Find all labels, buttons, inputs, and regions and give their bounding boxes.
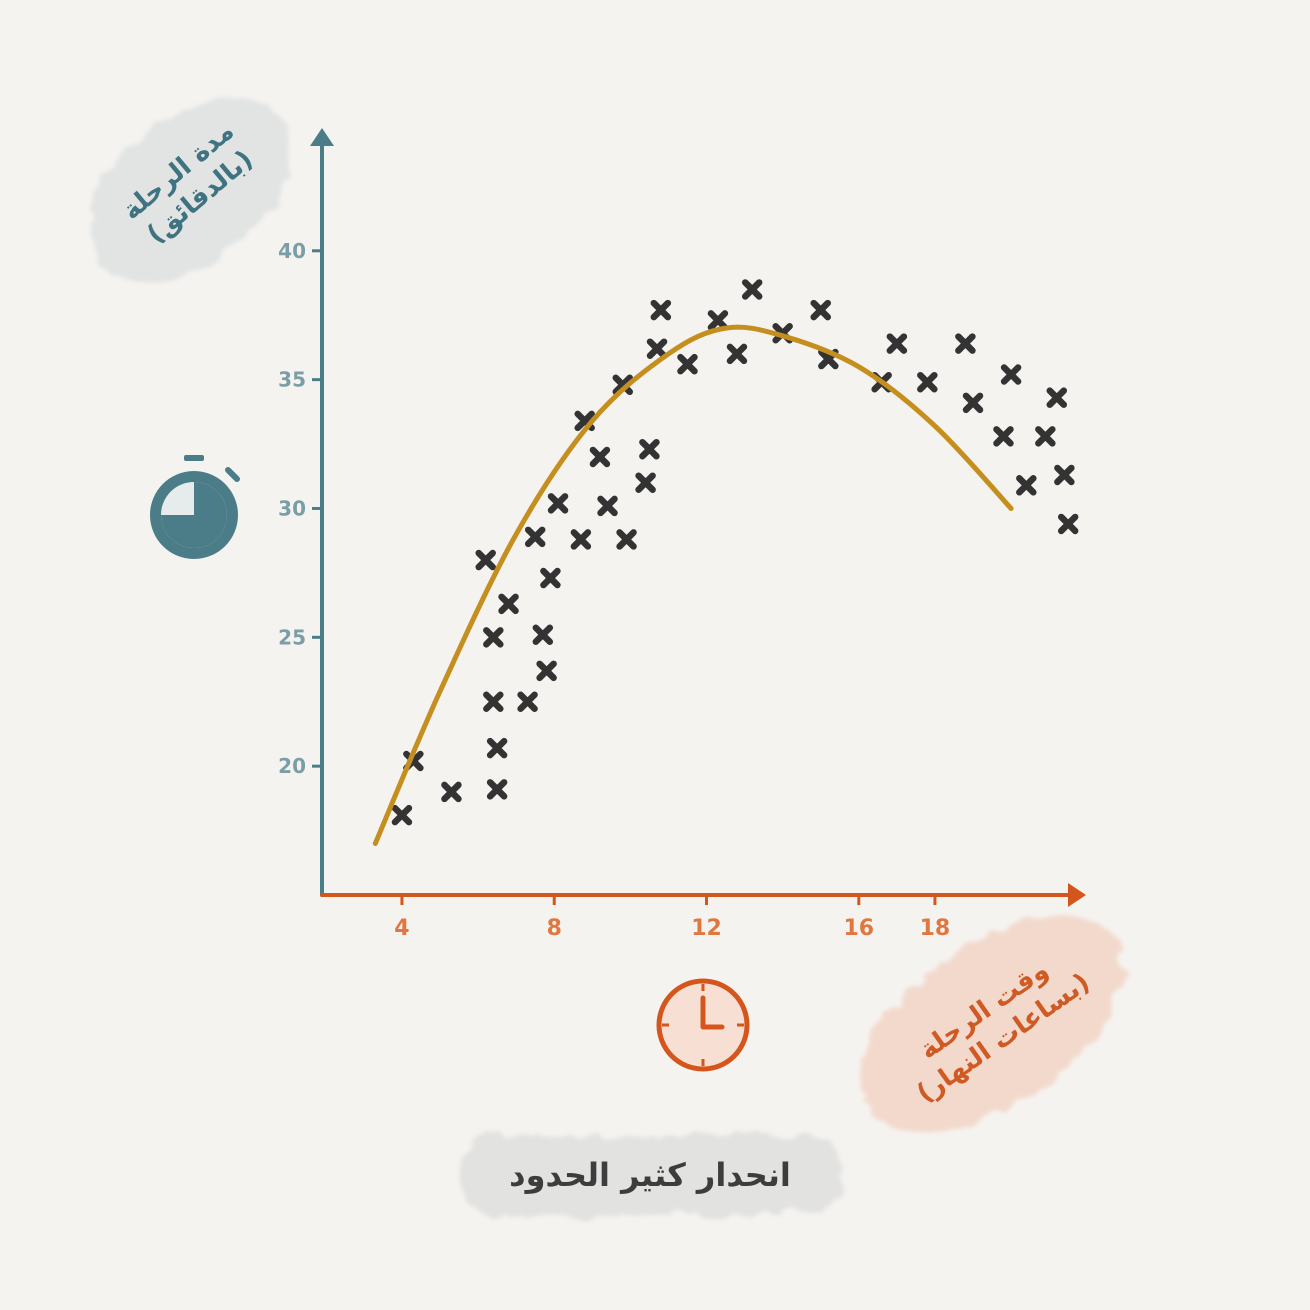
x-tick-label: 18 <box>920 916 951 941</box>
y-label-wash <box>90 97 290 283</box>
fit-curve <box>372 324 1014 846</box>
data-point <box>490 741 504 755</box>
data-point <box>620 532 634 546</box>
stopwatch-icon <box>150 455 240 559</box>
data-point <box>745 282 759 296</box>
x-tick-label: 8 <box>547 916 562 941</box>
data-point <box>1057 468 1071 482</box>
data-point <box>1061 517 1075 531</box>
data-point <box>1019 478 1033 492</box>
x-ticks: 4 8 12 16 18 <box>394 895 950 941</box>
data-point <box>490 782 504 796</box>
data-point <box>574 532 588 546</box>
data-point <box>958 337 972 351</box>
data-point <box>502 597 516 611</box>
data-point <box>654 303 668 317</box>
data-point <box>540 664 554 678</box>
data-point <box>1004 367 1018 381</box>
data-point <box>1038 429 1052 443</box>
data-point <box>711 313 725 327</box>
data-point <box>479 553 493 567</box>
y-tick-label: 25 <box>278 625 306 649</box>
data-point <box>1050 391 1064 405</box>
data-point <box>593 450 607 464</box>
y-axis-arrow <box>310 128 334 146</box>
chart-title: انحدار كثير الحدود <box>509 1156 791 1194</box>
x-tick-label: 16 <box>843 916 874 941</box>
data-point <box>601 499 615 513</box>
data-point <box>543 571 557 585</box>
data-point <box>642 442 656 456</box>
data-point <box>920 375 934 389</box>
y-tick-label: 30 <box>278 496 306 520</box>
x-axis-arrow <box>1068 883 1086 907</box>
data-point <box>521 695 535 709</box>
data-points <box>395 282 1075 822</box>
y-tick-label: 40 <box>278 239 306 263</box>
data-point <box>814 303 828 317</box>
x-tick-label: 12 <box>691 916 722 941</box>
data-point <box>528 530 542 544</box>
data-point <box>536 628 550 642</box>
data-point <box>680 357 694 371</box>
y-tick-label: 35 <box>278 368 306 392</box>
data-point <box>551 496 565 510</box>
data-point <box>639 476 653 490</box>
y-ticks: 20 25 30 35 40 <box>278 239 322 778</box>
data-point <box>395 808 409 822</box>
data-point <box>486 695 500 709</box>
x-tick-label: 4 <box>394 916 409 941</box>
data-point <box>890 337 904 351</box>
clock-icon <box>656 978 750 1072</box>
data-point <box>650 342 664 356</box>
title-wash <box>462 1135 842 1215</box>
x-label-wash <box>860 915 1124 1133</box>
axes <box>310 128 1086 907</box>
data-point <box>486 630 500 644</box>
y-tick-label: 20 <box>278 754 306 778</box>
data-point <box>966 396 980 410</box>
data-point <box>444 785 458 799</box>
data-point <box>730 347 744 361</box>
data-point <box>996 429 1010 443</box>
